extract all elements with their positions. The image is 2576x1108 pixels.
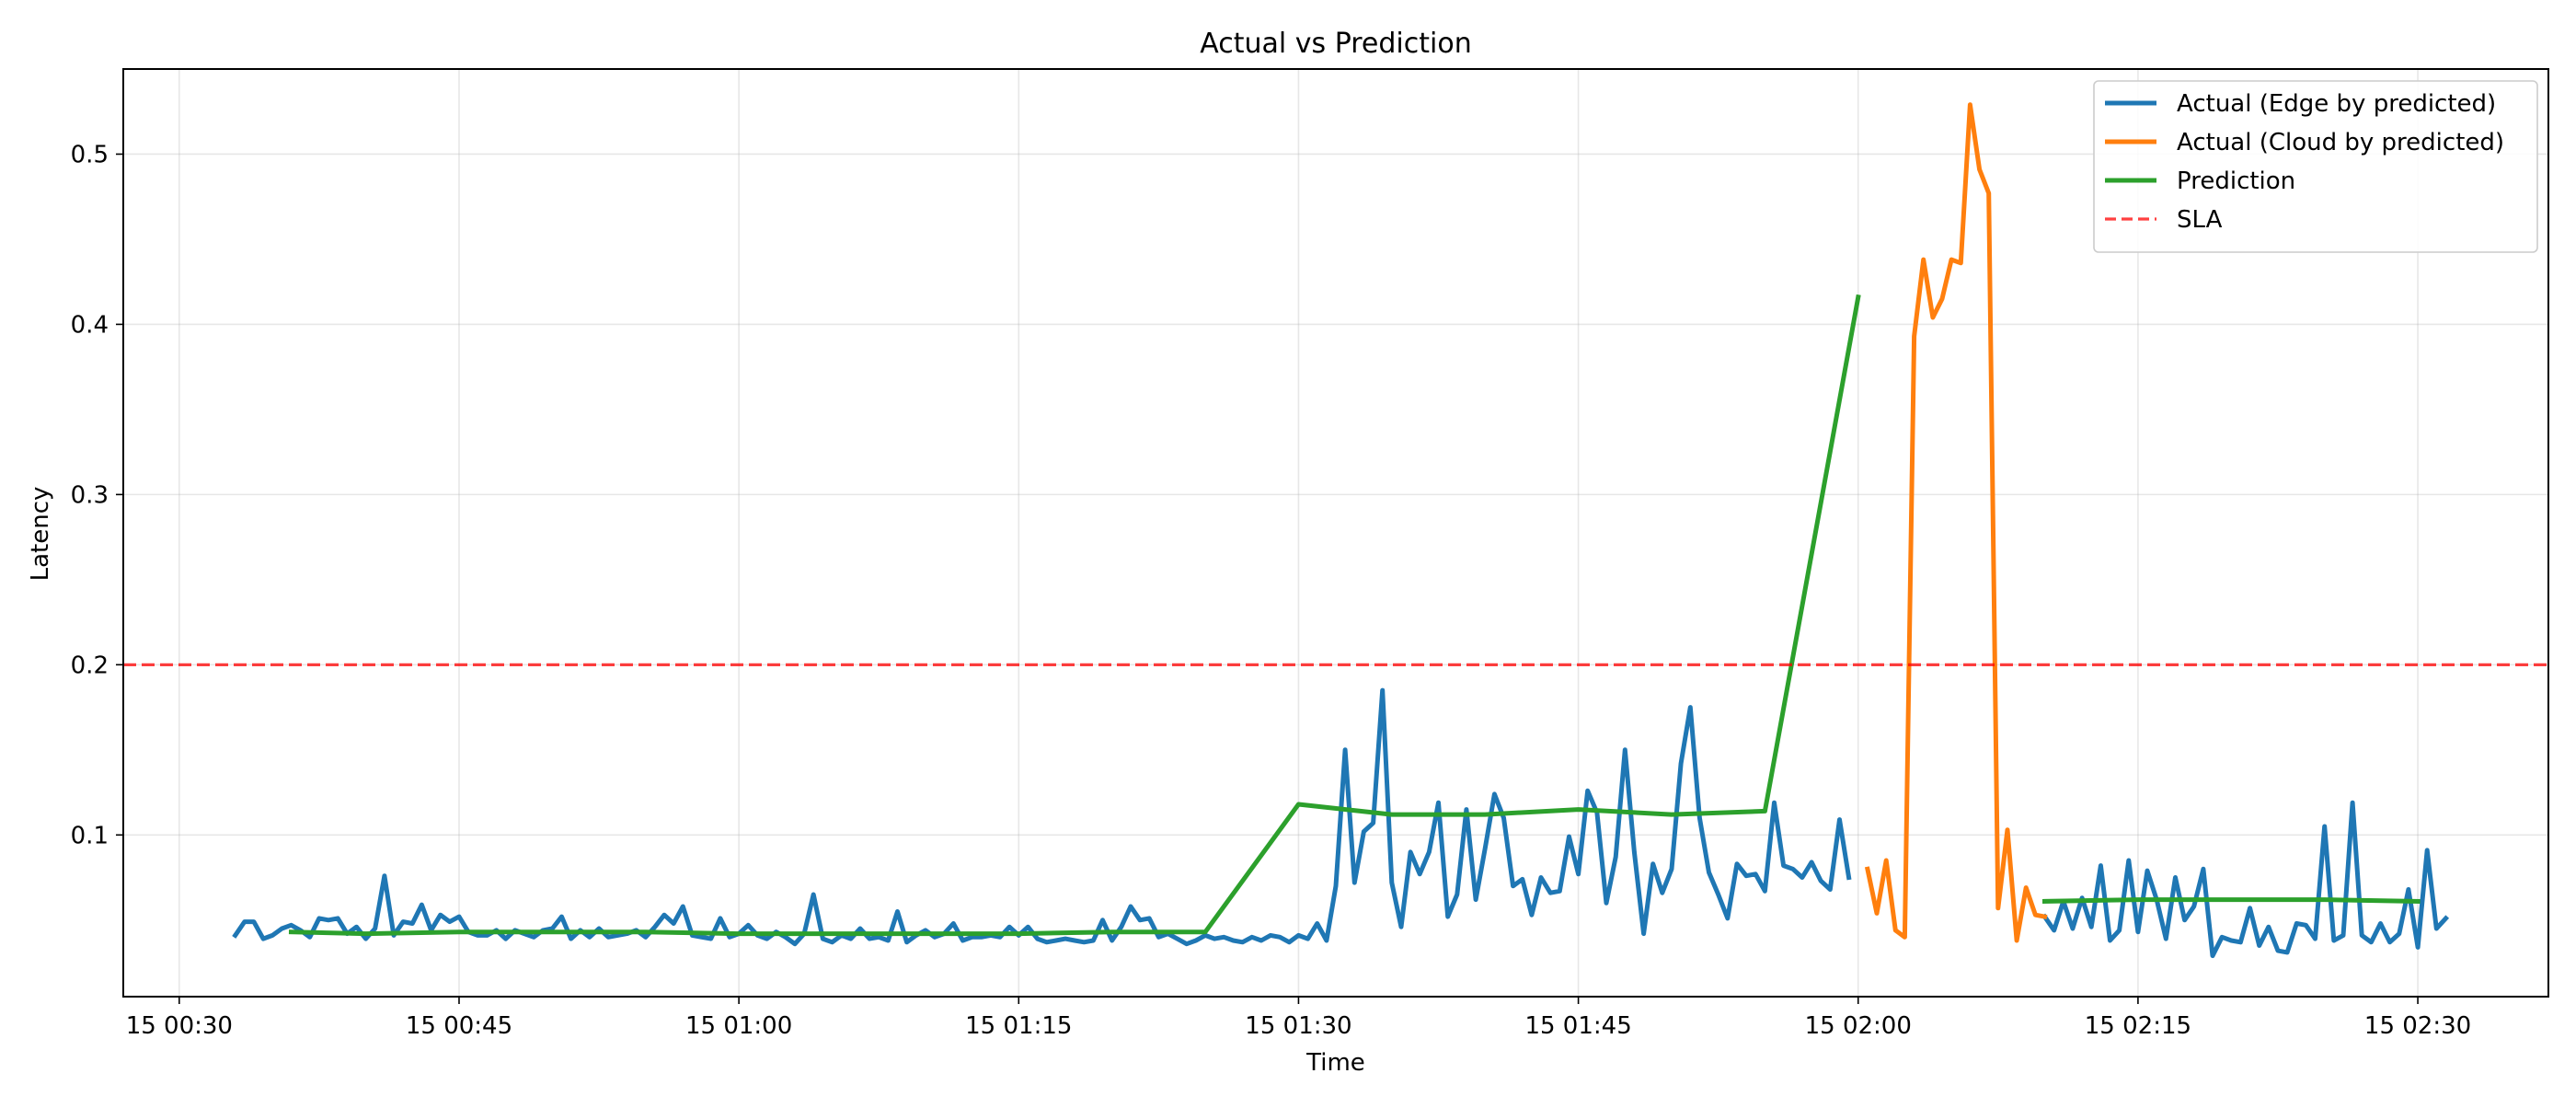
x-tick-label: 15 00:45 xyxy=(406,1012,512,1040)
x-axis: 15 00:30 15 00:45 15 01:00 15 01:15 15 01:30… xyxy=(126,997,2471,1040)
y-tick-label: 0.4 xyxy=(71,311,109,339)
series-line-actual-edge-by-predicted xyxy=(2041,800,2450,959)
y-tick-label: 0.5 xyxy=(71,141,109,168)
series-line-prediction xyxy=(288,294,1861,937)
legend-label: Actual (Edge by predicted) xyxy=(2177,90,2496,118)
x-axis-label: Time xyxy=(1305,1049,1365,1077)
series-line-actual-cloud-by-predicted xyxy=(1864,102,2048,943)
y-tick-label: 0.2 xyxy=(71,652,109,679)
series-line-actual-edge-by-predicted xyxy=(232,687,1852,947)
legend-box xyxy=(2093,80,2538,253)
legend-label: SLA xyxy=(2177,206,2223,234)
y-tick-label: 0.3 xyxy=(71,481,109,509)
y-axis: 0.1 0.2 0.3 0.4 0.5 xyxy=(71,141,123,849)
x-tick-label: 15 01:30 xyxy=(1245,1012,1351,1040)
plot-lines xyxy=(123,102,2548,959)
x-tick-label: 15 02:15 xyxy=(2085,1012,2191,1040)
x-tick-label: 15 02:30 xyxy=(2364,1012,2471,1040)
legend: Actual (Edge by predicted) Actual (Cloud … xyxy=(2093,80,2538,253)
x-tick-label: 15 01:15 xyxy=(965,1012,1072,1040)
chart-title: Actual vs Prediction xyxy=(1200,28,1471,60)
legend-label: Actual (Cloud by predicted) xyxy=(2177,129,2504,156)
x-tick-label: 15 02:00 xyxy=(1805,1012,1912,1040)
y-tick-label: 0.1 xyxy=(71,822,109,849)
x-tick-label: 15 01:00 xyxy=(685,1012,792,1040)
series-line-prediction xyxy=(2041,897,2421,904)
x-tick-label: 15 00:30 xyxy=(126,1012,233,1040)
y-axis-label: Latency xyxy=(27,487,54,582)
legend-label: Prediction xyxy=(2177,167,2295,195)
plot-frame xyxy=(122,68,2549,998)
x-tick-label: 15 01:45 xyxy=(1524,1012,1631,1040)
